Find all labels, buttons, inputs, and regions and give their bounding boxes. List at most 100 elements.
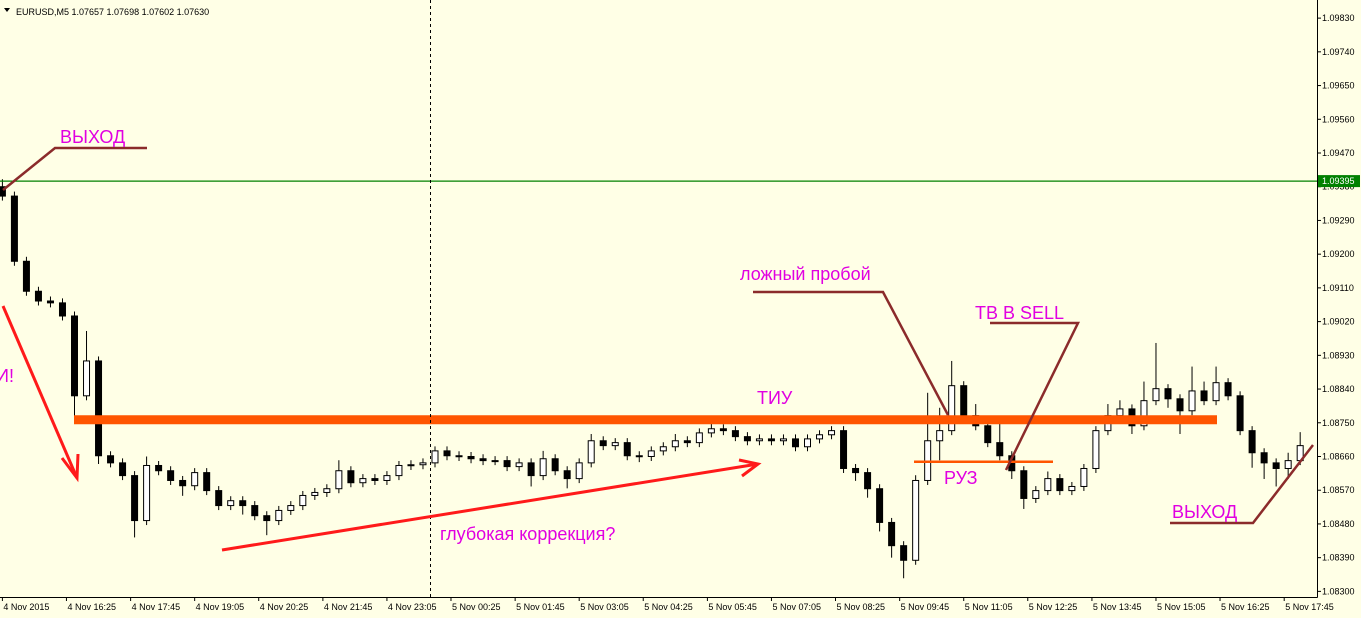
candle-body — [1260, 452, 1268, 464]
candle-body — [131, 475, 139, 522]
annotations: ВЫХОД И! ложный пробой ТИУ ТВ В SELL РУЗ… — [0, 127, 1237, 544]
annotation: ТВ В SELL — [975, 303, 1064, 323]
candle-body — [155, 464, 163, 472]
candle-body — [1224, 382, 1232, 397]
level-price-box — [1318, 175, 1360, 188]
candle-body — [58, 302, 66, 317]
candle-body — [167, 470, 175, 481]
x-tick-label: 5 Nov 13:45 — [1093, 602, 1142, 612]
exit-line — [1170, 444, 1314, 525]
candle-body — [443, 450, 451, 457]
candle-body — [335, 470, 343, 490]
candle-body — [467, 455, 475, 460]
candle-body — [371, 478, 379, 481]
candle-body — [179, 479, 187, 487]
candle-body — [731, 430, 739, 438]
candle-body — [515, 462, 523, 468]
y-tick-label: 1.08480 — [1322, 519, 1355, 529]
y-tick-label: 1.08390 — [1322, 553, 1355, 563]
axes: 1.09830 1.09740 1.09650 1.09560 1.09470 1.093… — [1, 13, 1355, 612]
candle-body — [996, 442, 1004, 457]
candle-body — [1080, 467, 1088, 487]
candle-body — [1176, 398, 1184, 412]
candle-body — [1272, 462, 1280, 469]
y-tick-label: 1.08660 — [1322, 451, 1355, 461]
candle-body — [1116, 408, 1124, 417]
x-tick-label: 5 Nov 11:05 — [965, 602, 1013, 612]
candle-body — [876, 488, 884, 523]
candle-body — [0, 186, 6, 197]
candle-body — [46, 300, 54, 304]
candle-body — [599, 440, 607, 447]
candle-body — [611, 442, 619, 447]
y-tick-label: 1.09290 — [1322, 215, 1355, 225]
y-tick-label: 1.08750 — [1322, 418, 1355, 428]
x-tick-label: 4 Nov 21:45 — [324, 602, 373, 612]
candle-body — [984, 425, 992, 444]
candle-body — [647, 450, 655, 457]
candle-body — [311, 491, 319, 496]
y-tick-label: 1.08840 — [1322, 384, 1355, 394]
y-tick-label: 1.09110 — [1322, 283, 1354, 293]
candle-body — [1284, 460, 1292, 469]
candle-body — [1236, 395, 1244, 432]
annotation: ложный пробой — [740, 264, 871, 284]
y-tick-label: 1.09830 — [1322, 13, 1355, 23]
candle-body — [960, 385, 968, 417]
candle-body — [455, 455, 463, 458]
annotation: ВЫХОД — [60, 127, 125, 147]
candle-body — [671, 440, 679, 448]
x-tick-label: 5 Nov 17:45 — [1285, 602, 1334, 612]
candle-body — [359, 478, 367, 484]
candle-body — [275, 509, 283, 522]
y-tick-label: 1.09740 — [1322, 47, 1355, 57]
x-tick-label: 4 Nov 23:05 — [388, 602, 437, 612]
trend-lines — [2, 146, 1314, 525]
candle-body — [1032, 490, 1040, 499]
y-tick-label: 1.09470 — [1322, 148, 1355, 158]
candle-body — [71, 315, 79, 397]
x-tick-label: 5 Nov 04:25 — [644, 602, 693, 612]
candle-body — [287, 505, 295, 511]
candle-body — [1044, 478, 1052, 492]
x-tick-label: 5 Nov 12:25 — [1029, 602, 1078, 612]
chart-title: EURUSD,M5 1.07657 1.07698 1.07602 1.0763… — [16, 7, 209, 17]
candle-body — [1188, 390, 1196, 412]
candle-body — [503, 460, 511, 468]
annotation: И! — [0, 366, 14, 386]
candle-body — [239, 500, 247, 507]
menu-triangle — [4, 8, 10, 12]
candle-body — [383, 475, 391, 481]
arrow-head — [738, 458, 762, 478]
candle-body — [119, 462, 127, 477]
y-tick-label: 1.08300 — [1322, 586, 1355, 596]
candle-body — [263, 515, 271, 522]
candle-body — [816, 434, 824, 440]
y-tick-label: 1.09560 — [1322, 114, 1355, 124]
candle-body — [563, 470, 571, 480]
candle-body — [251, 505, 259, 517]
candle-body — [419, 462, 427, 466]
candle-body — [95, 360, 103, 457]
x-tick-label: 4 Nov 2015 — [3, 602, 49, 612]
annotation: ВЫХОД — [1172, 502, 1237, 522]
x-tick-label: 4 Nov 20:25 — [260, 602, 309, 612]
x-tick-label: 4 Nov 17:45 — [132, 602, 181, 612]
candle-body — [936, 430, 944, 442]
arrow — [1, 305, 79, 479]
y-tick-label: 1.09200 — [1322, 249, 1355, 259]
candle-body — [1140, 400, 1148, 427]
x-tick-label: 5 Nov 05:45 — [708, 602, 757, 612]
candle-body — [623, 442, 631, 457]
x-tick-label: 5 Nov 00:25 — [452, 602, 501, 612]
y-tick-label: 1.09020 — [1322, 317, 1355, 327]
candle-body — [215, 490, 223, 507]
candle-body — [743, 436, 751, 442]
candle-body — [491, 460, 499, 463]
candle-body — [203, 472, 211, 492]
candle-body — [1152, 388, 1160, 402]
candle-body — [804, 438, 812, 448]
candle-body — [1056, 478, 1064, 492]
